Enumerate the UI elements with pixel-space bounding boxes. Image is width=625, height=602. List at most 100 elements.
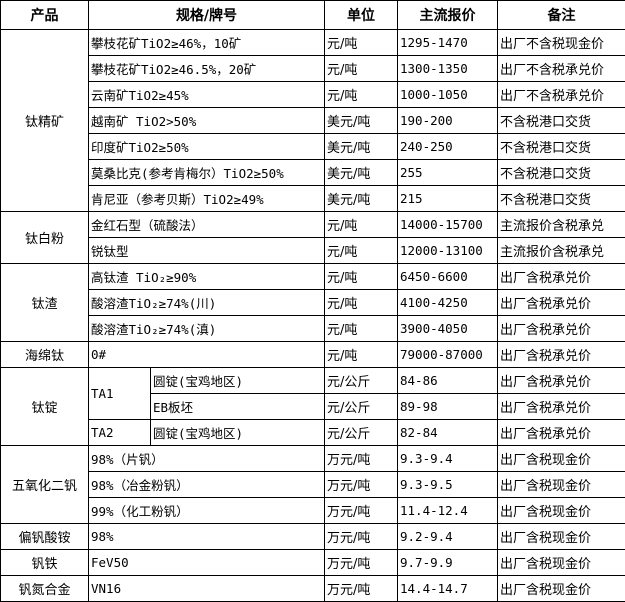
note-cell: 出厂含税现金价 — [498, 550, 625, 576]
unit-cell: 万元/吨 — [325, 472, 398, 498]
note-cell: 主流报价含税承兑 — [498, 212, 625, 238]
price-cell: 1300-1350 — [398, 56, 498, 82]
unit-cell: 元/吨 — [325, 56, 398, 82]
grade-cell: TA1 — [89, 368, 151, 420]
note-cell: 出厂含税现金价 — [498, 472, 625, 498]
price-cell: 3900-4050 — [398, 316, 498, 342]
spec-cell: 肯尼亚（参考贝斯）TiO2≥49% — [89, 186, 325, 212]
spec-cell: 98% — [89, 524, 325, 550]
header-price: 主流报价 — [398, 1, 498, 30]
header-spec: 规格/牌号 — [89, 1, 325, 30]
price-cell: 84-86 — [398, 368, 498, 394]
note-cell: 主流报价含税承兑 — [498, 238, 625, 264]
unit-cell: 万元/吨 — [325, 550, 398, 576]
spec-cell: 金红石型（硫酸法） — [89, 212, 325, 238]
spec-cell: 锐钛型 — [89, 238, 325, 264]
spec-cell: 莫桑比克(参考肯梅尔）TiO2≥50% — [89, 160, 325, 186]
spec-cell: 酸溶渣TiO₂≥74%(川) — [89, 290, 325, 316]
price-cell: 82-84 — [398, 420, 498, 446]
unit-cell: 元/吨 — [325, 316, 398, 342]
spec-cell: 攀枝花矿TiO2≥46%，10矿 — [89, 30, 325, 56]
product-cell: 偏钒酸铵 — [1, 524, 89, 550]
header-unit: 单位 — [325, 1, 398, 30]
price-cell: 4100-4250 — [398, 290, 498, 316]
note-cell: 出厂不含税承兑价 — [498, 56, 625, 82]
price-cell: 9.3-9.4 — [398, 446, 498, 472]
spec-cell: VN16 — [89, 576, 325, 602]
note-cell: 出厂含税承兑价 — [498, 316, 625, 342]
header-row: 产品 规格/牌号 单位 主流报价 备注 — [1, 1, 625, 30]
product-cell: 钛精矿 — [1, 30, 89, 212]
product-cell: 海绵钛 — [1, 342, 89, 368]
note-cell: 出厂含税现金价 — [498, 498, 625, 524]
spec-cell: 酸溶渣TiO₂≥74%(滇) — [89, 316, 325, 342]
note-cell: 不含税港口交货 — [498, 160, 625, 186]
header-note: 备注 — [498, 1, 625, 30]
spec-cell: 越南矿 TiO2>50% — [89, 108, 325, 134]
grade-cell: TA2 — [89, 420, 151, 446]
note-cell: 出厂含税现金价 — [498, 576, 625, 602]
price-cell: 11.4-12.4 — [398, 498, 498, 524]
unit-cell: 元/吨 — [325, 30, 398, 56]
spec-cell: 圆锭(宝鸡地区) — [151, 368, 325, 394]
unit-cell: 美元/吨 — [325, 108, 398, 134]
product-cell: 钛锭 — [1, 368, 89, 446]
price-cell: 255 — [398, 160, 498, 186]
price-cell: 9.2-9.4 — [398, 524, 498, 550]
spec-cell: 98%（片钒） — [89, 446, 325, 472]
note-cell: 出厂不含税现金价 — [498, 30, 625, 56]
product-cell: 钒铁 — [1, 550, 89, 576]
note-cell: 出厂不含税承兑价 — [498, 82, 625, 108]
note-cell: 出厂含税承兑价 — [498, 264, 625, 290]
unit-cell: 美元/吨 — [325, 134, 398, 160]
price-cell: 89-98 — [398, 394, 498, 420]
unit-cell: 万元/吨 — [325, 446, 398, 472]
note-cell: 出厂含税承兑价 — [498, 394, 625, 420]
product-cell: 钛渣 — [1, 264, 89, 342]
price-cell: 9.7-9.9 — [398, 550, 498, 576]
unit-cell: 元/公斤 — [325, 420, 398, 446]
note-cell: 出厂含税现金价 — [498, 524, 625, 550]
unit-cell: 元/公斤 — [325, 368, 398, 394]
spec-cell: EB板坯 — [151, 394, 325, 420]
spec-cell: 高钛渣 TiO₂≥90% — [89, 264, 325, 290]
note-cell: 出厂含税现金价 — [498, 446, 625, 472]
unit-cell: 元/吨 — [325, 238, 398, 264]
note-cell: 出厂含税承兑价 — [498, 342, 625, 368]
product-cell: 钛白粉 — [1, 212, 89, 264]
product-cell: 五氧化二钒 — [1, 446, 89, 524]
unit-cell: 元/吨 — [325, 342, 398, 368]
unit-cell: 元/吨 — [325, 82, 398, 108]
spec-cell: FeV50 — [89, 550, 325, 576]
unit-cell: 万元/吨 — [325, 524, 398, 550]
unit-cell: 美元/吨 — [325, 160, 398, 186]
unit-cell: 元/吨 — [325, 264, 398, 290]
spec-cell: 圆锭(宝鸡地区) — [151, 420, 325, 446]
price-cell: 6450-6600 — [398, 264, 498, 290]
spec-cell: 云南矿TiO2≥45% — [89, 82, 325, 108]
price-cell: 9.3-9.5 — [398, 472, 498, 498]
price-cell: 190-200 — [398, 108, 498, 134]
note-cell: 出厂含税承兑价 — [498, 420, 625, 446]
price-cell: 14.4-14.7 — [398, 576, 498, 602]
unit-cell: 万元/吨 — [325, 576, 398, 602]
unit-cell: 元/吨 — [325, 212, 398, 238]
note-cell: 不含税港口交货 — [498, 108, 625, 134]
